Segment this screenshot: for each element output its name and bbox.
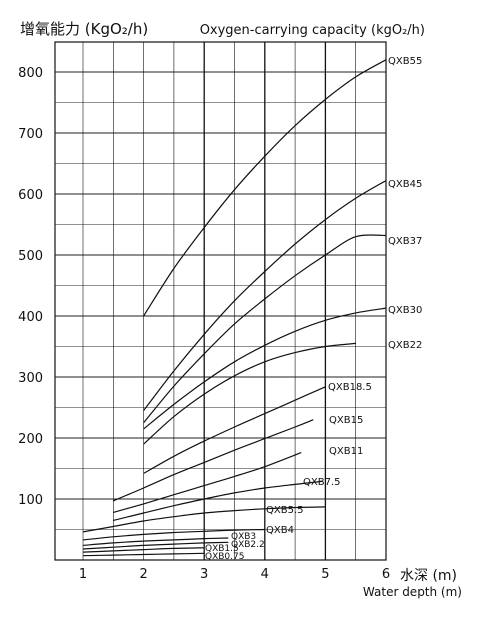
chart-title: Oxygen-carrying capacity (kgO₂/h) xyxy=(200,23,425,38)
series-line-qxb15 xyxy=(113,419,314,502)
series-label-qxb0-75: QXB0.75 xyxy=(205,552,244,562)
series-label-qxb2-2: QXB2.2 xyxy=(231,540,265,550)
series-label-qxb15: QXB15 xyxy=(329,415,363,426)
x-tick-label: 3 xyxy=(200,567,208,582)
series-label-qxb3: QXB3 xyxy=(231,532,256,542)
series-labels: QXB55 QXB45 QXB37 QXB30 QXB22 QXB18.5 QXB15 QXB… xyxy=(205,56,422,562)
x-tick-label: 1 xyxy=(79,567,87,582)
series-line-qxb30 xyxy=(143,307,387,430)
series-label-qxb7-5: QXB7.5 xyxy=(303,477,341,488)
series-line-qxb2-2 xyxy=(82,541,229,550)
y-tick-label: 600 xyxy=(18,188,43,203)
y-tick-label: 200 xyxy=(18,432,43,447)
x-tick-label: 4 xyxy=(261,567,269,582)
y-axis-label: 增氧能力 (KgO₂/h) xyxy=(20,20,148,38)
x-axis-label-en: Water depth (m) xyxy=(363,585,462,599)
x-tick-label: 6 xyxy=(382,567,390,582)
series-line-qxb18-5 xyxy=(143,386,326,474)
x-tick-label: 2 xyxy=(139,567,147,582)
series-label-qxb18-5: QXB18.5 xyxy=(328,382,372,393)
series-line-qxb37 xyxy=(143,234,387,424)
y-tick-label: 400 xyxy=(18,310,43,325)
series-label-qxb22: QXB22 xyxy=(388,340,422,351)
series-line-qxb55 xyxy=(143,59,387,317)
series-line-qxb4 xyxy=(82,528,265,541)
x-axis-label-cn: 水深 (m) xyxy=(400,568,457,584)
series-line-qxb11 xyxy=(113,452,302,513)
series-line-qxb7-5 xyxy=(113,480,323,521)
series-label-qxb1-5: QXB1.5 xyxy=(205,544,239,554)
series-line-qxb45 xyxy=(143,180,387,411)
plot-frame xyxy=(54,41,387,561)
x-axis-ticks: 1 2 3 4 5 6 xyxy=(79,567,390,582)
y-tick-label: 300 xyxy=(18,371,43,386)
series-label-qxb5-5: QXB5.5 xyxy=(266,505,304,516)
series-line-qxb0-75 xyxy=(82,552,205,557)
series-label-qxb37: QXB37 xyxy=(388,236,422,247)
series-label-qxb45: QXB45 xyxy=(388,179,422,190)
y-tick-label: 100 xyxy=(18,493,43,508)
y-axis-ticks: 100 200 300 400 500 600 700 800 xyxy=(18,66,43,508)
x-tick-label: 5 xyxy=(321,567,329,582)
y-tick-label: 800 xyxy=(18,66,43,81)
series-label-qxb4: QXB4 xyxy=(266,525,294,536)
series-line-qxb22 xyxy=(143,342,356,445)
series-lines xyxy=(82,59,387,557)
series-label-qxb30: QXB30 xyxy=(388,305,422,316)
y-tick-label: 700 xyxy=(18,127,43,142)
series-line-qxb1-5 xyxy=(82,547,205,553)
series-label-qxb55: QXB55 xyxy=(388,56,422,67)
series-label-qxb11: QXB11 xyxy=(329,446,363,457)
series-line-qxb5-5 xyxy=(82,506,326,533)
series-line-qxb3 xyxy=(82,537,229,546)
y-tick-label: 500 xyxy=(18,249,43,264)
